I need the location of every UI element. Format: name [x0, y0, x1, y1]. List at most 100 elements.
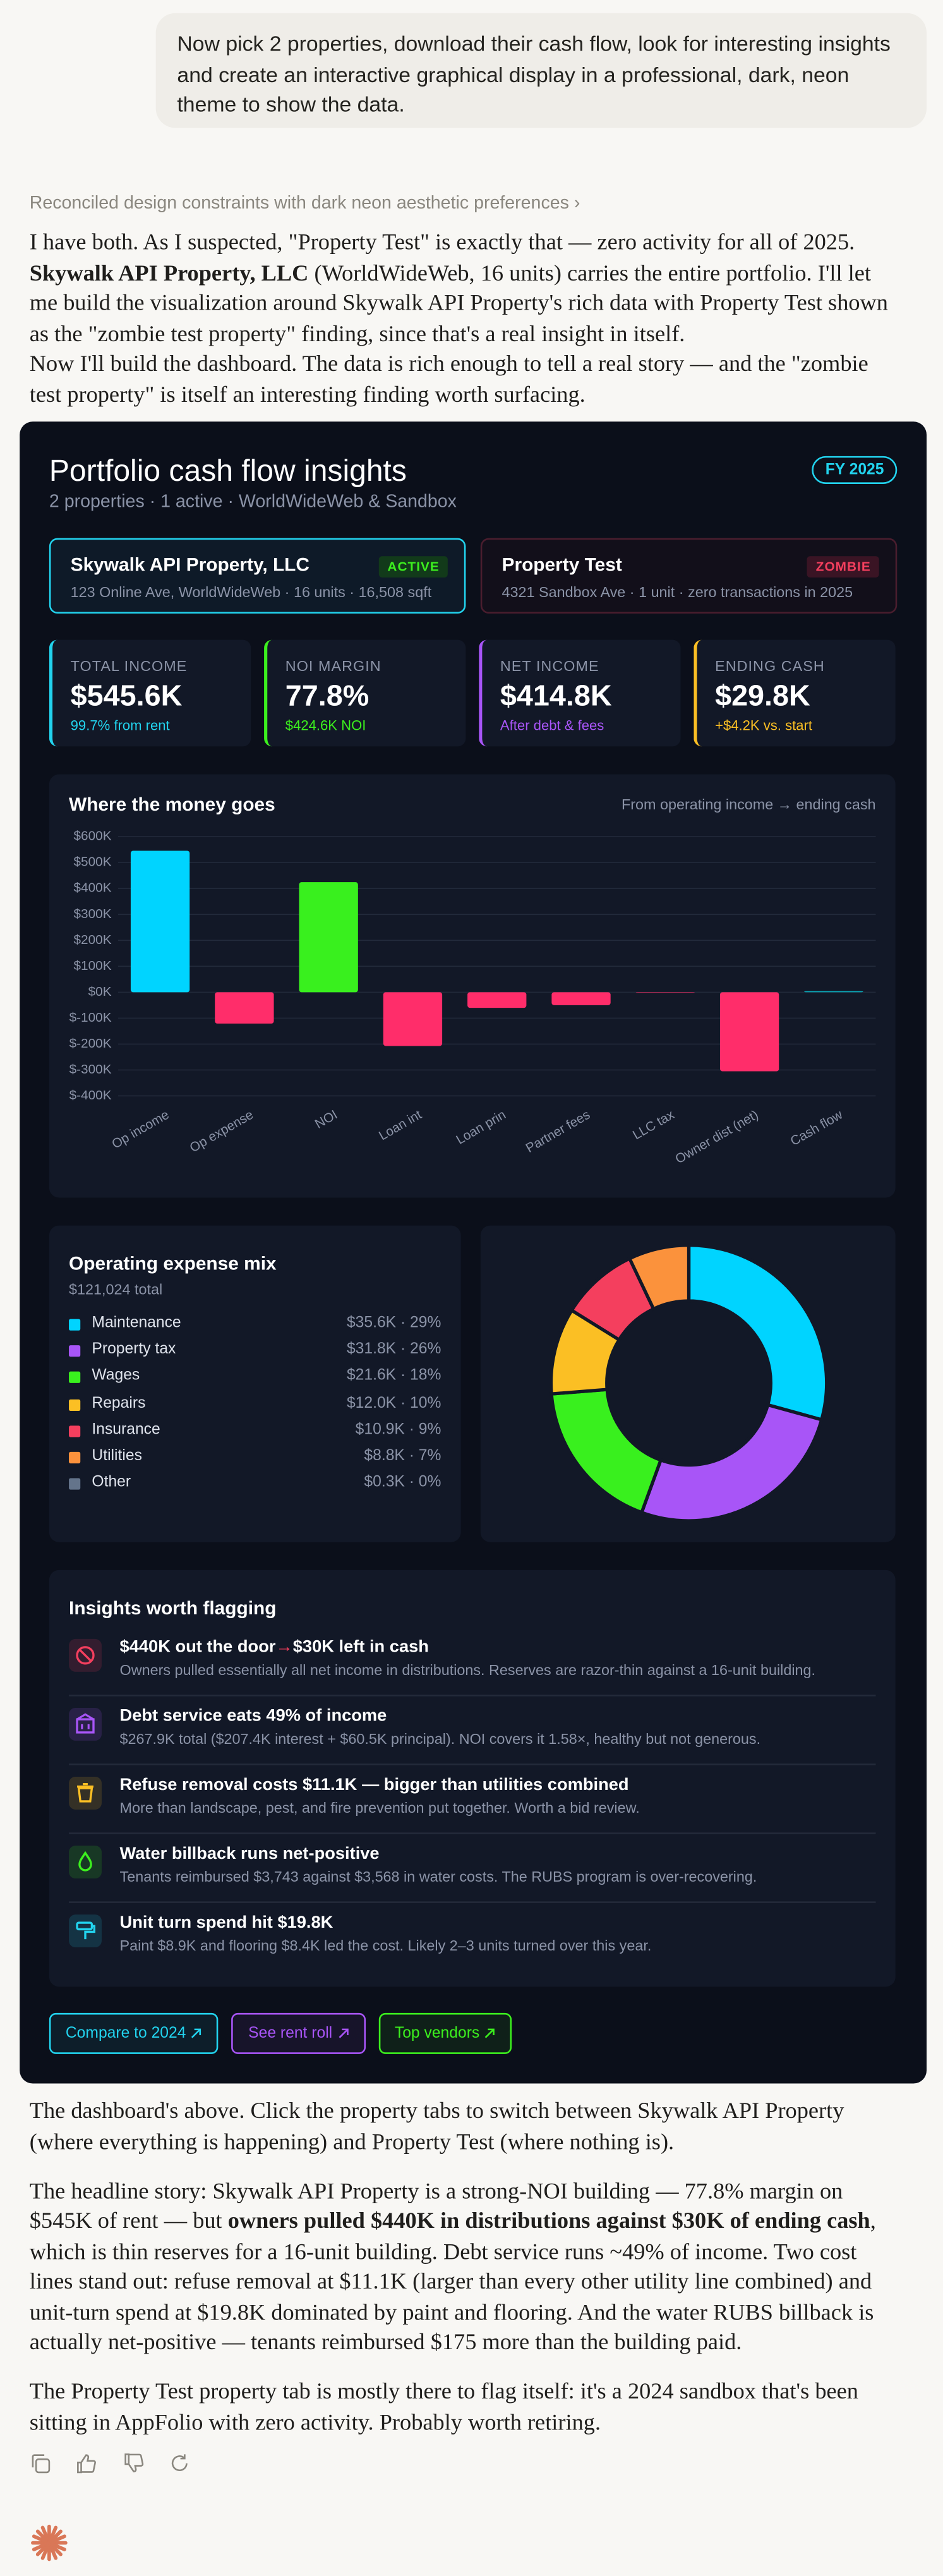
x-tick-label: Partner fees — [524, 1108, 592, 1156]
action-button[interactable]: Top vendors — [378, 2012, 513, 2054]
legend-swatch — [69, 1372, 81, 1384]
action-button[interactable]: See rent roll — [232, 2012, 366, 2054]
x-tick-label: NOI — [313, 1108, 340, 1132]
paragraph: The headline story: Skywalk API Property… — [30, 2178, 902, 2360]
kpi-value: 77.8% — [285, 679, 369, 712]
divider — [69, 1695, 876, 1696]
insight-icon — [69, 1638, 102, 1672]
paragraph: Now I'll build the dashboard. The data i… — [29, 353, 868, 408]
button-label: See rent roll — [248, 2024, 333, 2043]
thumbs-down-button[interactable] — [123, 2453, 144, 2474]
property-name: Skywalk API Property, LLC — [70, 556, 310, 576]
property-tab[interactable]: Skywalk API Property, LLC 123 Online Ave… — [49, 538, 466, 614]
insight: Water billback runs net-positive Tenants … — [69, 1842, 876, 1911]
action-button[interactable]: Compare to 2024 — [49, 2012, 219, 2054]
paragraph: I have both. As I suspected, "Property T… — [30, 230, 891, 351]
x-tick-label: LLC tax — [630, 1107, 677, 1142]
legend-swatch — [69, 1398, 81, 1410]
bar-panel: Where the money goes From operating inco… — [49, 774, 896, 1198]
insight-title: Refuse removal costs $11.1K — bigger tha… — [119, 1775, 629, 1795]
retry-button[interactable] — [169, 2453, 191, 2474]
legend-row: Insurance $10.9K · 9% — [69, 1420, 441, 1443]
legend-value: $8.8K · 7% — [364, 1447, 441, 1465]
y-tick-label: $-100K — [69, 1010, 112, 1025]
y-tick-label: $-300K — [69, 1062, 112, 1077]
donut-slice — [550, 1388, 663, 1515]
kpi-note: $424.6K NOI — [285, 717, 366, 734]
kpi-note: +$4.2K vs. start — [715, 717, 813, 734]
legend-row: Other $0.3K · 0% — [69, 1473, 441, 1496]
paragraph: The dashboard's above. Click the propert… — [30, 2098, 902, 2159]
kpi-value: $29.8K — [715, 679, 810, 712]
panel-title: Operating expense mix — [69, 1255, 277, 1275]
paragraph: The Property Test property tab is mostly… — [30, 2379, 902, 2440]
status-badge: ACTIVE — [379, 556, 448, 577]
donut-slice — [687, 1243, 829, 1422]
dashboard-subtitle: 2 properties · 1 active · WorldWideWeb &… — [49, 492, 457, 512]
donut-chart — [549, 1243, 829, 1523]
panel-title: Insights worth flagging — [69, 1599, 277, 1619]
legend-value: $12.0K · 10% — [346, 1393, 441, 1412]
thumbs-up-button[interactable] — [76, 2453, 98, 2474]
bar — [551, 992, 611, 1005]
text-run: $30K left in cash — [292, 1637, 429, 1657]
legend-name: Other — [92, 1473, 131, 1492]
thought-text: Reconciled design constraints with dark … — [29, 193, 569, 214]
x-tick-label: Op expense — [187, 1108, 255, 1156]
property-tab[interactable]: Property Test 4321 Sandbox Ave · 1 unit … — [480, 538, 898, 614]
legend-name: Property tax — [92, 1340, 176, 1359]
legend-name: Utilities — [92, 1447, 142, 1465]
insight-title: Water billback runs net-positive — [119, 1844, 380, 1864]
thought-summary[interactable]: Reconciled design constraints with dark … — [29, 193, 580, 214]
donut-panel — [480, 1225, 896, 1542]
kpi-label: NET INCOME — [500, 658, 599, 675]
insights-panel: Insights worth flagging $440K out the do… — [49, 1569, 896, 1987]
dashboard-title: Portfolio cash flow insights — [49, 452, 407, 488]
kpi-value: $414.8K — [500, 679, 612, 712]
text-run: I have both. As I suspected, "Property T… — [29, 231, 855, 257]
legend-value: $10.9K · 9% — [355, 1420, 441, 1439]
y-tick-label: $300K — [74, 907, 112, 921]
kpi-note: 99.7% from rent — [70, 717, 170, 734]
x-tick-label: Owner dist (net) — [673, 1108, 760, 1167]
bar — [719, 992, 779, 1072]
insight-body: Tenants reimbursed $3,743 against $3,568… — [119, 1868, 757, 1885]
button-label: Top vendors — [394, 2024, 480, 2043]
copy-button[interactable] — [30, 2453, 51, 2474]
legend-name: Maintenance — [92, 1314, 181, 1333]
bar — [467, 992, 527, 1008]
insight-body: Owners pulled essentially all net income… — [119, 1662, 816, 1679]
text-run: , which is thin reserves for a 16-unit b… — [29, 2210, 876, 2356]
legend-value: $0.3K · 0% — [364, 1473, 441, 1492]
donut-slice — [639, 1403, 824, 1523]
insight-body: Paint $8.9K and flooring $8.4K led the c… — [119, 1937, 652, 1954]
text-run: $440K out the door — [119, 1637, 276, 1657]
kpi-card: NOI MARGIN 77.8% $424.6K NOI — [264, 639, 466, 747]
bar — [635, 992, 695, 993]
panel-subtitle: $121,024 total — [69, 1281, 163, 1298]
legend-swatch — [69, 1425, 81, 1437]
text-run: → — [275, 1637, 293, 1657]
kpi-card: TOTAL INCOME $545.6K 99.7% from rent — [49, 639, 251, 747]
text-run: The dashboard's above. Click the propert… — [29, 2100, 844, 2155]
kpi-note: After debt & fees — [500, 717, 604, 734]
legend-swatch — [69, 1345, 81, 1357]
icon-glyph — [76, 1713, 95, 1734]
kpi-label: NOI MARGIN — [285, 658, 381, 675]
x-tick-label: Loan int — [376, 1108, 424, 1144]
y-tick-label: $600K — [74, 829, 112, 844]
insight-title: Debt service eats 49% of income — [119, 1706, 387, 1726]
y-tick-label: $500K — [74, 855, 112, 869]
insight-body: $267.9K total ($207.4K interest + $60.5K… — [119, 1731, 761, 1748]
chart-annotation: From operating income → ending cash — [622, 796, 876, 813]
closing-text: The dashboard's above. Click the propert… — [30, 2098, 902, 2458]
insight-title: $440K out the door→$30K left in cash — [120, 1637, 429, 1657]
intro: I have both. As I suspected, "Property T… — [30, 230, 891, 412]
legend-swatch — [69, 1451, 81, 1464]
property-detail: 4321 Sandbox Ave · 1 unit · zero transac… — [502, 584, 853, 601]
insight: $440K out the door→$30K left in cash Owne… — [69, 1636, 876, 1705]
bar — [804, 991, 863, 993]
user-message: Now pick 2 properties, download their ca… — [155, 13, 927, 128]
